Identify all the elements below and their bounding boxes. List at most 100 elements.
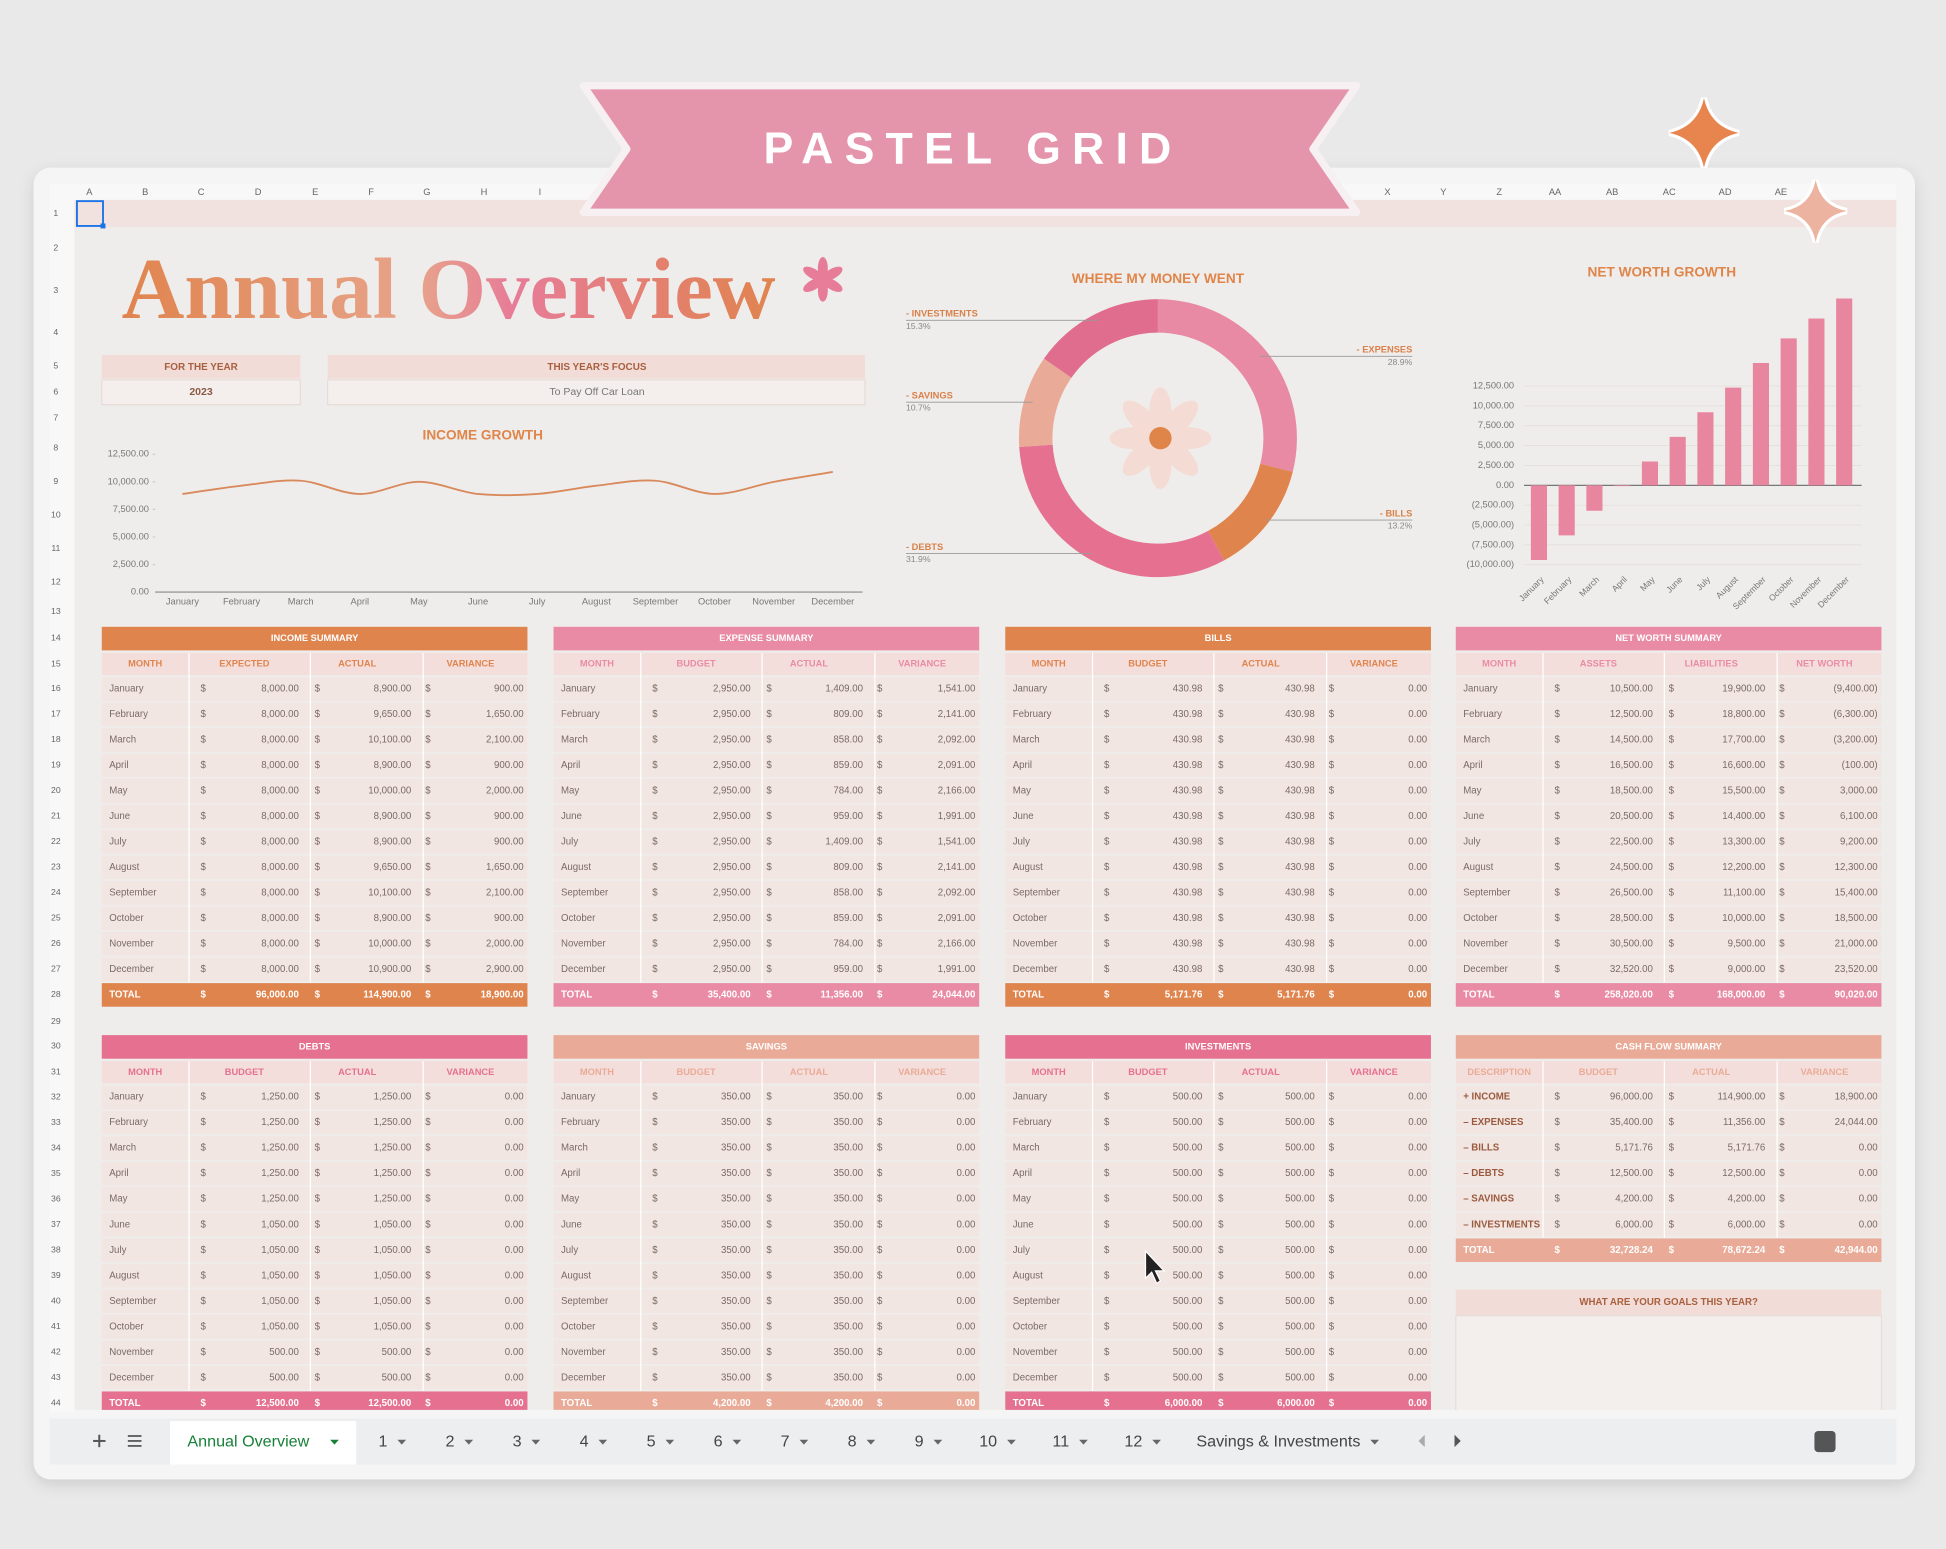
currency: $ xyxy=(315,938,321,949)
column-header: VARIANCE xyxy=(1350,1067,1398,1077)
sheet-tab[interactable]: 4 xyxy=(580,1432,589,1450)
currency: $ xyxy=(1104,1372,1110,1383)
currency: $ xyxy=(1329,1270,1335,1281)
selected-cell[interactable] xyxy=(76,200,104,227)
currency: $ xyxy=(877,913,883,924)
cell-value: 0.00 xyxy=(1408,964,1427,975)
add-sheet-icon[interactable] xyxy=(93,1434,106,1448)
sheet-tab[interactable]: 7 xyxy=(781,1432,790,1450)
row-label: February xyxy=(109,1117,148,1128)
row-bg xyxy=(1005,1136,1431,1160)
active-tab[interactable]: Annual Overview xyxy=(187,1432,309,1450)
flower-petal xyxy=(1122,400,1162,439)
row-label: July xyxy=(1013,1245,1030,1256)
row-bg xyxy=(553,1110,980,1135)
fill-handle[interactable] xyxy=(100,223,106,229)
sheet-tab[interactable]: 1 xyxy=(379,1432,388,1450)
row-bg xyxy=(553,1085,980,1109)
row-label: March xyxy=(109,734,136,745)
currency: $ xyxy=(1669,887,1675,898)
scroll-right[interactable] xyxy=(1454,1434,1461,1448)
explore-button[interactable] xyxy=(1814,1431,1836,1453)
row-bg xyxy=(101,753,528,778)
row-bg xyxy=(101,677,528,701)
cell-value: 0.00 xyxy=(505,1117,524,1128)
cell-value: 858.00 xyxy=(833,887,863,898)
x-tick-label: July xyxy=(529,596,546,606)
cell-value: 4,200.00 xyxy=(825,1398,863,1409)
flower-decoration xyxy=(803,277,824,292)
column-letter: X xyxy=(1384,187,1390,197)
cell-value: 0.00 xyxy=(505,1347,524,1358)
cell-value: 23,520.00 xyxy=(1835,964,1878,975)
cell-value: 8,000.00 xyxy=(261,811,299,822)
column-letter: Z xyxy=(1496,187,1502,197)
sheet-tab[interactable]: 8 xyxy=(848,1432,857,1450)
currency: $ xyxy=(425,887,431,898)
all-sheets-icon[interactable] xyxy=(127,1435,142,1447)
currency: $ xyxy=(652,1270,658,1281)
cell-value: 12,300.00 xyxy=(1835,862,1878,873)
column-letter: G xyxy=(423,187,430,197)
sheet-tab[interactable]: 10 xyxy=(979,1432,997,1450)
cell-value: 900.00 xyxy=(494,836,524,847)
currency: $ xyxy=(1104,760,1110,771)
sheet-tab[interactable]: 12 xyxy=(1124,1432,1142,1450)
sheet-tab[interactable]: 9 xyxy=(915,1432,924,1450)
x-tick-label: June xyxy=(468,596,488,606)
currency: $ xyxy=(1218,1270,1224,1281)
sheet-tab[interactable]: Savings & Investments xyxy=(1196,1432,1360,1450)
income-line xyxy=(182,471,833,497)
sheet-tab[interactable]: 2 xyxy=(446,1432,455,1450)
cell-value: 2,092.00 xyxy=(938,887,976,898)
total-label: TOTAL xyxy=(561,1398,592,1409)
currency: $ xyxy=(1329,989,1335,1000)
column-header: BUDGET xyxy=(1579,1067,1619,1077)
currency: $ xyxy=(1779,683,1785,694)
currency: $ xyxy=(652,785,658,796)
currency: $ xyxy=(1779,1117,1785,1128)
cell-value: 350.00 xyxy=(721,1168,751,1179)
column-header: BUDGET xyxy=(225,1067,265,1077)
cell-value: 859.00 xyxy=(833,913,863,924)
tab-menu-arrow xyxy=(799,1439,809,1445)
cell-value: 0.00 xyxy=(1408,683,1427,694)
cell-value: 6,000.00 xyxy=(1728,1219,1766,1230)
cell-value: 350.00 xyxy=(721,1117,751,1128)
cell-value: 0.00 xyxy=(1408,1117,1427,1128)
currency: $ xyxy=(315,964,321,975)
row-number: 23 xyxy=(51,862,61,872)
currency: $ xyxy=(425,1321,431,1332)
row-number: 25 xyxy=(51,913,61,923)
sheet-tab[interactable]: 3 xyxy=(513,1432,522,1450)
cell-value: 350.00 xyxy=(833,1321,863,1332)
cell-value: 350.00 xyxy=(833,1372,863,1383)
cell-value: 0.00 xyxy=(957,1347,976,1358)
row-label: August xyxy=(561,1270,591,1281)
cell-value: 2,950.00 xyxy=(713,836,751,847)
currency: $ xyxy=(1555,1194,1561,1205)
cell-value: 500.00 xyxy=(1173,1347,1203,1358)
row-label: May xyxy=(561,785,579,796)
sheet-tab[interactable]: 6 xyxy=(714,1432,723,1450)
cell-value: 350.00 xyxy=(721,1372,751,1383)
currency: $ xyxy=(1104,683,1110,694)
sheet-tab[interactable]: 11 xyxy=(1052,1432,1069,1450)
row-bg xyxy=(553,830,980,854)
currency: $ xyxy=(315,913,321,924)
cell-value: 1,650.00 xyxy=(486,709,524,720)
cell-value: 0.00 xyxy=(1408,1168,1427,1179)
cell-value: 430.98 xyxy=(1173,862,1203,873)
scroll-left[interactable] xyxy=(1418,1434,1425,1448)
column-header: ACTUAL xyxy=(338,1067,377,1077)
currency: $ xyxy=(425,1296,431,1307)
currency: $ xyxy=(652,1372,658,1383)
active-tab-bg[interactable] xyxy=(170,1421,357,1465)
row-bg xyxy=(101,1085,528,1109)
sheet-tab[interactable]: 5 xyxy=(647,1432,656,1450)
cell-value: 0.00 xyxy=(1408,887,1427,898)
row-label: July xyxy=(1013,836,1030,847)
cell-value: 10,100.00 xyxy=(368,734,411,745)
currency: $ xyxy=(877,760,883,771)
currency: $ xyxy=(652,913,658,924)
